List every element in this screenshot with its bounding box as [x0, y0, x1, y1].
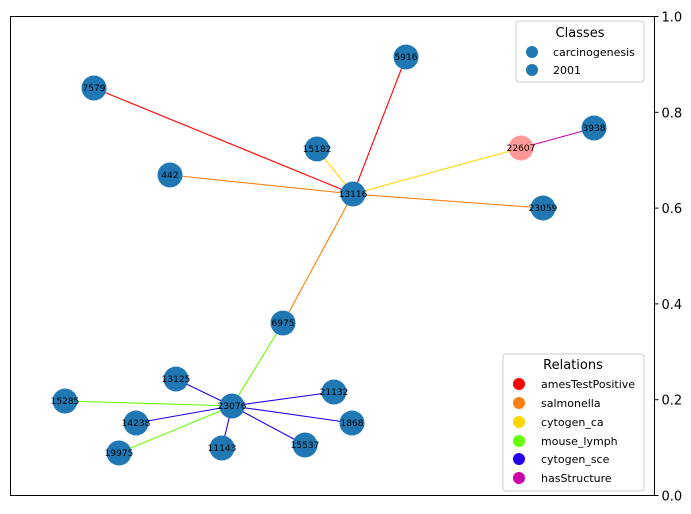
legend-relation-marker	[513, 397, 525, 409]
legend-relation-marker	[513, 378, 525, 390]
edge-hasStructure	[520, 127, 595, 149]
edge-mouse_lymph	[118, 405, 233, 454]
graph-node	[106, 440, 132, 466]
legend-relation-label: cytogen_sce	[541, 453, 610, 466]
graph-node	[52, 388, 78, 414]
edge-salmonella	[352, 193, 544, 209]
legend-relation-marker	[513, 435, 525, 447]
legend-class-marker	[526, 46, 538, 58]
legend-relation-marker	[513, 453, 525, 465]
edge-cytogen_sce	[231, 405, 306, 446]
graph-node	[321, 379, 347, 405]
graph-node-label: 19975	[105, 449, 134, 459]
legend-class-marker	[526, 64, 538, 76]
legend-relation-marker	[513, 416, 525, 428]
edge-cytogen_sce	[231, 391, 335, 407]
graph-node	[508, 135, 534, 161]
y-tick-label: 0.6	[662, 202, 683, 217]
legend-relation-label: mouse_lymph	[541, 435, 618, 448]
graph-node-label: 1868	[341, 419, 364, 429]
graph-node	[270, 310, 296, 336]
graph-node-label: 11143	[208, 444, 237, 454]
graph-node-label: 13125	[162, 375, 191, 385]
legend-relation-label: amesTestPositive	[541, 378, 635, 391]
edge-cytogen_ca	[352, 147, 522, 195]
graph-node	[530, 195, 556, 221]
legend-class-label: 2001	[553, 64, 581, 77]
legend-classes-title: Classes	[556, 26, 605, 41]
graph-node	[304, 136, 330, 162]
graph-node	[209, 435, 235, 461]
y-tick-label: 1.0	[662, 11, 683, 26]
graph-node-label: 442	[161, 171, 178, 181]
graph-node-label: 23059	[529, 204, 558, 214]
edge-salmonella	[282, 193, 354, 324]
legend-relation-label: salmonella	[541, 397, 601, 410]
graph-node	[339, 410, 365, 436]
graph-node-label: 23076	[218, 402, 247, 412]
graph-node-label: 15285	[51, 397, 80, 407]
graph-node-label: 14238	[122, 419, 151, 429]
legend-relations-title: Relations	[543, 358, 603, 373]
graph-node	[393, 44, 419, 70]
graph-node	[81, 75, 107, 101]
plot-frame	[10, 16, 655, 496]
edge-amesTestPositive	[93, 87, 354, 195]
graph-node-label: 15182	[303, 145, 332, 155]
graph-node-label: 7579	[83, 84, 106, 94]
graph-node-label: 13116	[339, 190, 368, 200]
edge-cytogen_sce	[135, 405, 233, 424]
legend-relations: Relations amesTestPositive salmonella cy…	[502, 353, 645, 492]
graph-node	[292, 432, 318, 458]
nodes-layer: 5916 7579 3938 15182 22607 442 13116 23059 6975 1…	[51, 44, 607, 466]
edge-mouse_lymph	[231, 322, 284, 407]
graph-node-label: 5916	[395, 53, 418, 63]
legend-classes-box	[515, 20, 645, 83]
y-tick-label: 0.0	[662, 490, 683, 505]
graph-node-label: 22607	[507, 144, 536, 154]
graph-node	[123, 410, 149, 436]
graph-node	[219, 393, 245, 419]
y-tick-label: 0.4	[662, 298, 683, 313]
graph-node	[581, 115, 607, 141]
legend-relations-box	[502, 353, 645, 492]
right-axis: 0.0 0.2 0.4 0.6 0.8 1.0	[654, 11, 683, 505]
graph-node	[157, 162, 183, 188]
legend-relation-marker	[513, 472, 525, 484]
legend-class-label: carcinogenesis	[553, 46, 635, 59]
y-tick-label: 0.8	[662, 106, 683, 121]
graph-node	[163, 366, 189, 392]
edge-mouse_lymph	[64, 400, 233, 407]
graph-node-label: 6975	[272, 319, 295, 329]
graph-node	[340, 181, 366, 207]
legend-relation-label: cytogen_ca	[541, 416, 604, 429]
edge-cytogen_sce	[231, 405, 353, 424]
graph-node-label: 3938	[583, 124, 606, 134]
legend-classes: Classes carcinogenesis 2001	[515, 20, 645, 83]
legend-relation-label: hasStructure	[541, 472, 612, 485]
graph-node-label: 15537	[291, 441, 320, 451]
graph-node-label: 21132	[320, 388, 349, 398]
edge-amesTestPositive	[352, 56, 407, 195]
edge-salmonella	[169, 174, 354, 195]
y-tick-label: 0.2	[662, 394, 683, 409]
